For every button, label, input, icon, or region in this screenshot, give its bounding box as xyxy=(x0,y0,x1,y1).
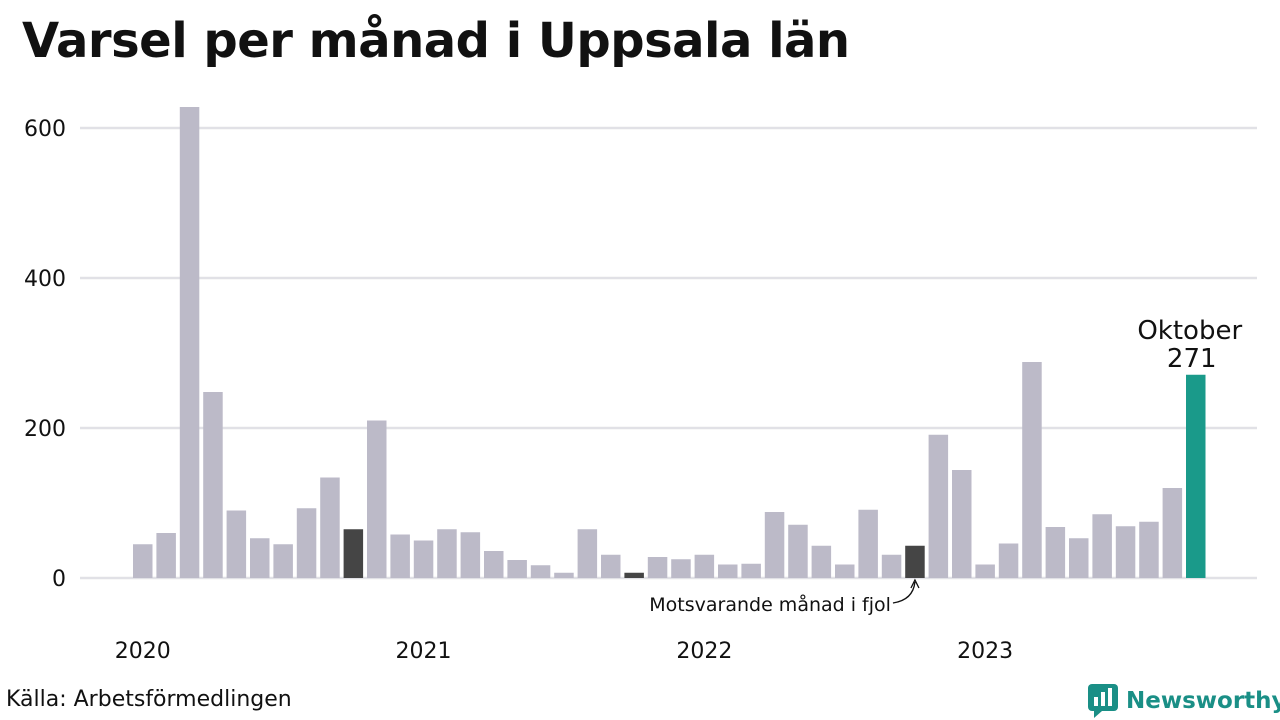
bar xyxy=(367,420,387,578)
bar xyxy=(156,533,176,578)
bar xyxy=(624,572,644,578)
bar xyxy=(554,572,574,578)
x-axis-ticks: 2020 2021 2022 2023 xyxy=(115,639,1013,664)
bar xyxy=(320,477,340,578)
x-tick-label: 2022 xyxy=(676,639,732,664)
bar xyxy=(390,534,410,578)
bar xyxy=(133,544,153,578)
bar xyxy=(952,470,972,578)
bar xyxy=(811,545,832,578)
bar xyxy=(1186,374,1206,578)
bar xyxy=(413,540,434,578)
bar xyxy=(835,564,855,578)
bar xyxy=(460,532,481,578)
annotation-arrow xyxy=(892,581,916,604)
bar xyxy=(1022,362,1042,578)
bar xyxy=(273,544,293,578)
bar xyxy=(1139,521,1159,578)
bar xyxy=(671,559,691,578)
highlight-month-label: Oktober xyxy=(1137,316,1242,346)
bar xyxy=(437,529,457,578)
bar xyxy=(764,512,785,578)
bar xyxy=(250,538,270,578)
bar xyxy=(858,509,878,578)
newsworthy-logo-icon xyxy=(1088,684,1118,718)
chart-title: Varsel per månad i Uppsala län xyxy=(22,13,850,69)
bar xyxy=(998,543,1019,578)
bar xyxy=(694,554,715,578)
bar xyxy=(905,545,925,578)
bar xyxy=(226,510,247,578)
y-tick-label: 0 xyxy=(52,567,66,592)
bar xyxy=(741,563,761,578)
brand-name: Newsworthy xyxy=(1126,688,1280,714)
bar xyxy=(343,529,364,578)
source-note: Källa: Arbetsförmedlingen xyxy=(6,687,292,712)
highlight-value-label: 271 xyxy=(1167,344,1217,374)
brand[interactable]: Newsworthy xyxy=(1088,684,1280,718)
bar xyxy=(203,392,223,578)
bar xyxy=(1115,526,1136,578)
bars xyxy=(133,107,1206,578)
bar xyxy=(1092,514,1112,578)
y-tick-label: 400 xyxy=(24,267,66,292)
y-tick-label: 600 xyxy=(24,117,66,142)
bar xyxy=(788,524,808,578)
bar xyxy=(577,529,598,578)
bar xyxy=(975,564,995,578)
bar xyxy=(179,107,200,578)
x-tick-label: 2023 xyxy=(957,639,1013,664)
gridlines xyxy=(80,126,1257,580)
bar xyxy=(296,508,317,578)
annotation-arrowhead xyxy=(910,578,920,589)
x-tick-label: 2021 xyxy=(396,639,452,664)
bar xyxy=(507,560,527,578)
y-axis-ticks: 0 200 400 600 xyxy=(24,117,66,592)
comparison-annotation: Motsvarande månad i fjol xyxy=(649,593,891,616)
bar xyxy=(1045,527,1066,578)
y-tick-label: 200 xyxy=(24,417,66,442)
bar xyxy=(601,554,621,578)
bar xyxy=(928,434,949,578)
x-tick-label: 2020 xyxy=(115,639,171,664)
bar xyxy=(484,551,504,578)
bar xyxy=(530,565,551,578)
bar xyxy=(718,564,738,578)
bar xyxy=(647,557,668,578)
bar xyxy=(881,554,902,578)
bar xyxy=(1069,538,1089,578)
bar xyxy=(1162,488,1183,578)
